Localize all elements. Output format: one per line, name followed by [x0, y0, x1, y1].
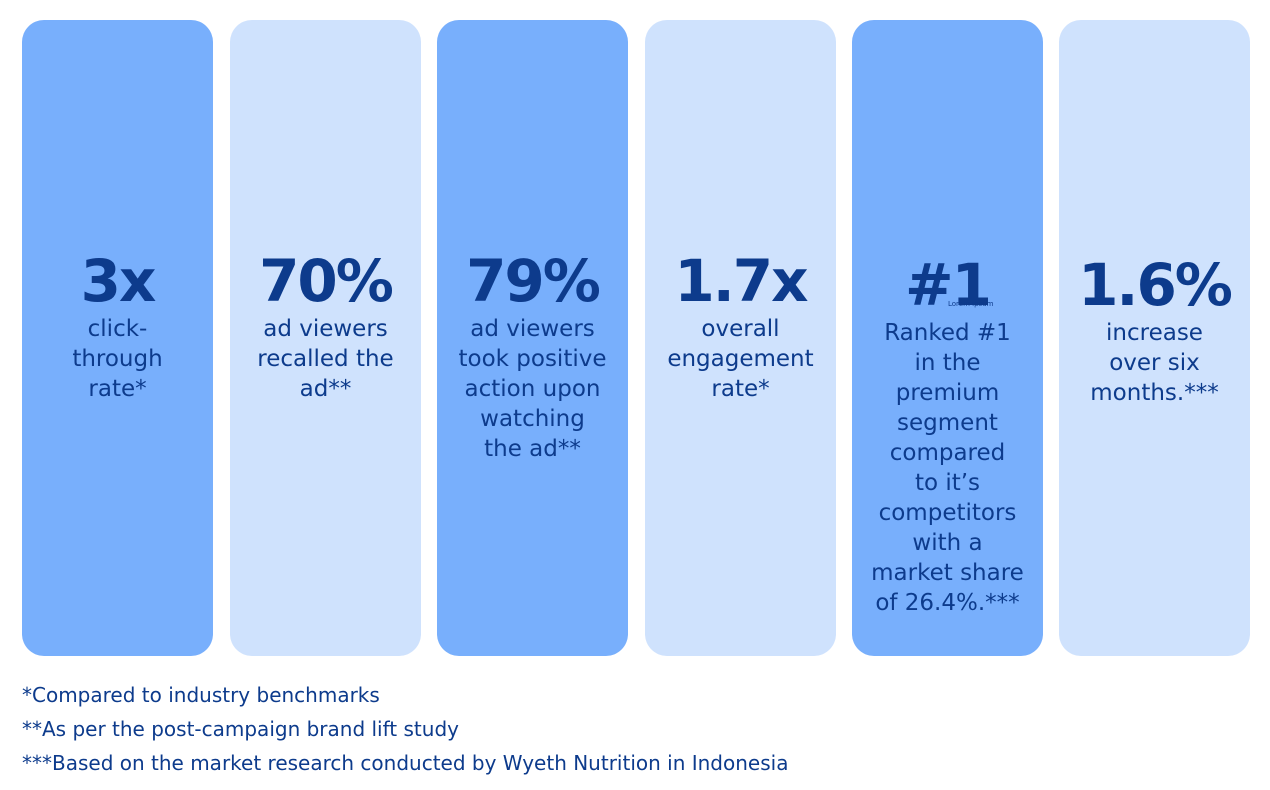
stat-value: 1.6% — [1078, 251, 1233, 319]
stat-card-positive-action: 79% ad viewers took positive action upon… — [437, 20, 628, 656]
footnote-industry-benchmarks: *Compared to industry benchmarks — [22, 683, 380, 707]
stat-value: 1.7x — [674, 247, 808, 315]
stat-description: ad viewers took positive action upon wat… — [458, 316, 607, 462]
stat-description: Ranked #1 in the premium segment compare… — [871, 320, 1024, 616]
stat-card-ranking: #1 Ranked #1 in the premium segment comp… — [852, 20, 1043, 656]
stat-card-content: 70% ad viewers recalled the ad** — [236, 248, 415, 404]
stat-card-ad-recall: 70% ad viewers recalled the ad** — [230, 20, 421, 656]
stat-card-ctr: 3x click- through rate* — [22, 20, 213, 656]
stat-value: 3x — [80, 247, 157, 315]
stat-card-content: 79% ad viewers took positive action upon… — [443, 248, 622, 464]
stat-description: click- through rate* — [72, 316, 163, 402]
stat-card-content: #1 Ranked #1 in the premium segment comp… — [858, 252, 1037, 618]
stat-cards: 3x click- through rate* 70% ad viewers r… — [22, 20, 1250, 656]
stat-description: increase over six months.*** — [1090, 320, 1219, 406]
stat-description: ad viewers recalled the ad** — [257, 316, 394, 402]
footnotes: *Compared to industry benchmarks **As pe… — [22, 678, 1022, 780]
stat-value: 70% — [259, 247, 394, 315]
footnote-brand-lift-study: **As per the post-campaign brand lift st… — [22, 717, 459, 741]
stat-value: 79% — [466, 247, 601, 315]
stat-card-increase: 1.6% increase over six months.*** — [1059, 20, 1250, 656]
stat-description: overall engagement rate* — [667, 316, 814, 402]
stat-value: #1 — [905, 251, 992, 319]
placeholder-small-text: Lorem ipsum — [948, 300, 994, 308]
stat-card-content: 3x click- through rate* — [28, 248, 207, 404]
footnote-market-research: ***Based on the market research conducte… — [22, 751, 789, 775]
stat-card-engagement: 1.7x overall engagement rate* — [645, 20, 836, 656]
stat-card-content: 1.6% increase over six months.*** — [1065, 252, 1244, 408]
stat-card-content: 1.7x overall engagement rate* — [651, 248, 830, 404]
